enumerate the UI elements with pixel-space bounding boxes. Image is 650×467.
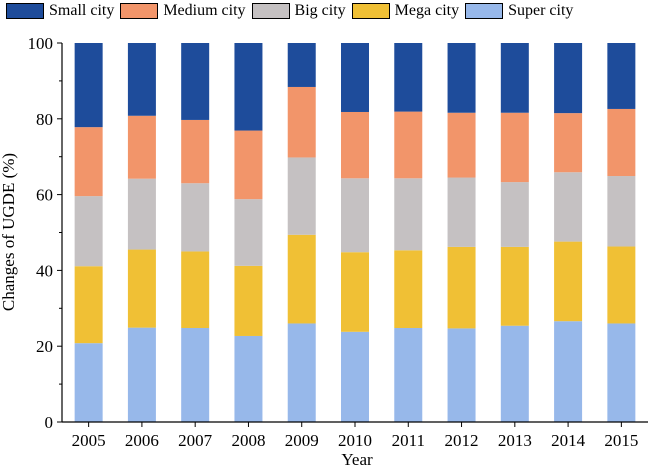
x-tick-label: 2015: [604, 431, 638, 450]
x-tick-label: 2012: [445, 431, 479, 450]
legend-label-medium-city: Medium city: [163, 2, 246, 19]
bar-segment-super-city-2012: [447, 328, 476, 422]
bar-segment-super-city-2014: [554, 321, 583, 422]
bar-segment-small-city-2014: [554, 43, 583, 114]
bar-segment-super-city-2010: [341, 331, 369, 422]
bar-segment-small-city-2011: [394, 43, 423, 112]
bar-segment-mega-city-2008: [234, 265, 263, 336]
legend-swatch-small-city: [6, 3, 44, 19]
legend-item-super-city: Super city: [465, 2, 573, 20]
axes-group: 0 20 40 60 80 100 2005 2006 2007 2008 2009 2010 2011…: [28, 34, 648, 450]
bar-segment-medium-city-2010: [341, 111, 369, 179]
bar-segment-mega-city-2009: [287, 234, 316, 324]
x-tick-label: 2005: [72, 431, 106, 450]
y-tick-label: 80: [36, 110, 53, 129]
legend-item-mega-city: Mega city: [351, 2, 460, 20]
bar-segment-mega-city-2010: [341, 252, 369, 332]
bar-segment-medium-city-2015: [607, 108, 636, 177]
y-tick-label: 0: [45, 413, 54, 432]
y-tick-label: 40: [36, 261, 53, 280]
bar-segment-super-city-2005: [74, 343, 103, 422]
x-axis-label: Year: [341, 450, 373, 467]
bar-segment-super-city-2006: [127, 327, 156, 422]
chart-legend: Small city Medium city Big city Mega city Su…: [6, 0, 646, 22]
y-tick-label: 100: [28, 34, 54, 53]
bar-segment-big-city-2010: [341, 178, 369, 253]
legend-label-big-city: Big city: [294, 2, 346, 19]
bar-segment-medium-city-2009: [287, 86, 316, 158]
legend-swatch-mega-city: [351, 3, 390, 19]
bar-segment-super-city-2011: [394, 328, 423, 422]
bar-segment-small-city-2010: [341, 43, 369, 112]
bar-segment-super-city-2007: [181, 328, 210, 422]
x-tick-label: 2011: [392, 431, 425, 450]
bar-segment-super-city-2008: [234, 335, 263, 422]
bar-segment-mega-city-2006: [127, 249, 156, 328]
bar-segment-super-city-2013: [500, 325, 529, 422]
bar-segment-small-city-2007: [181, 43, 210, 120]
bar-segment-big-city-2006: [127, 178, 156, 250]
bar-segment-big-city-2005: [74, 196, 103, 267]
y-axis-label: Changes of UGDE (%): [0, 153, 18, 311]
y-tick-label: 60: [36, 186, 53, 205]
legend-swatch-big-city: [251, 3, 290, 19]
bar-segment-medium-city-2013: [500, 112, 529, 183]
bar-segment-medium-city-2005: [74, 127, 103, 197]
bar-segment-super-city-2009: [287, 323, 316, 422]
bar-segment-medium-city-2012: [447, 112, 476, 178]
bar-segment-big-city-2008: [234, 199, 263, 266]
bar-segment-big-city-2013: [500, 182, 529, 247]
bar-segment-small-city-2012: [447, 43, 476, 113]
bar-segment-small-city-2005: [74, 43, 103, 128]
bar-segment-big-city-2007: [181, 183, 210, 252]
bar-segment-medium-city-2014: [554, 113, 583, 173]
bar-segment-small-city-2013: [500, 43, 529, 113]
bar-segment-small-city-2006: [127, 43, 156, 116]
x-tick-label: 2014: [551, 431, 586, 450]
x-tick-label: 2009: [285, 431, 319, 450]
bar-segment-medium-city-2008: [234, 130, 263, 200]
legend-swatch-medium-city: [120, 3, 159, 19]
legend-label-super-city: Super city: [508, 2, 574, 19]
bar-segment-mega-city-2014: [554, 241, 583, 322]
x-tick-label: 2008: [231, 431, 265, 450]
bar-segment-super-city-2015: [607, 323, 636, 422]
x-tick-label: 2007: [178, 431, 213, 450]
bar-segment-mega-city-2012: [447, 246, 476, 329]
bar-segment-small-city-2015: [607, 43, 636, 109]
bar-segment-big-city-2015: [607, 176, 636, 247]
legend-swatch-super-city: [465, 3, 504, 19]
bar-segment-medium-city-2007: [181, 119, 210, 184]
bar-segment-medium-city-2011: [394, 111, 423, 179]
legend-item-medium-city: Medium city: [120, 2, 246, 20]
bar-segment-medium-city-2006: [127, 115, 156, 179]
bar-segment-big-city-2014: [554, 172, 583, 242]
legend-label-mega-city: Mega city: [394, 2, 460, 19]
bar-segment-mega-city-2015: [607, 246, 636, 324]
x-tick-label: 2013: [498, 431, 532, 450]
x-tick-label: 2010: [338, 431, 372, 450]
legend-item-big-city: Big city: [251, 2, 346, 20]
bar-segment-big-city-2011: [394, 178, 423, 251]
bar-segment-mega-city-2013: [500, 246, 529, 326]
bar-segment-mega-city-2011: [394, 250, 423, 328]
y-tick-label: 20: [36, 337, 53, 356]
bars-group: [74, 43, 636, 422]
bar-segment-small-city-2008: [234, 43, 263, 131]
legend-item-small-city: Small city: [6, 2, 114, 20]
bar-segment-big-city-2009: [287, 157, 316, 235]
bar-segment-big-city-2012: [447, 177, 476, 247]
legend-label-small-city: Small city: [49, 2, 115, 19]
bar-segment-small-city-2009: [287, 43, 316, 87]
bar-segment-mega-city-2005: [74, 266, 103, 344]
x-tick-label: 2006: [125, 431, 159, 450]
bar-segment-mega-city-2007: [181, 251, 210, 329]
